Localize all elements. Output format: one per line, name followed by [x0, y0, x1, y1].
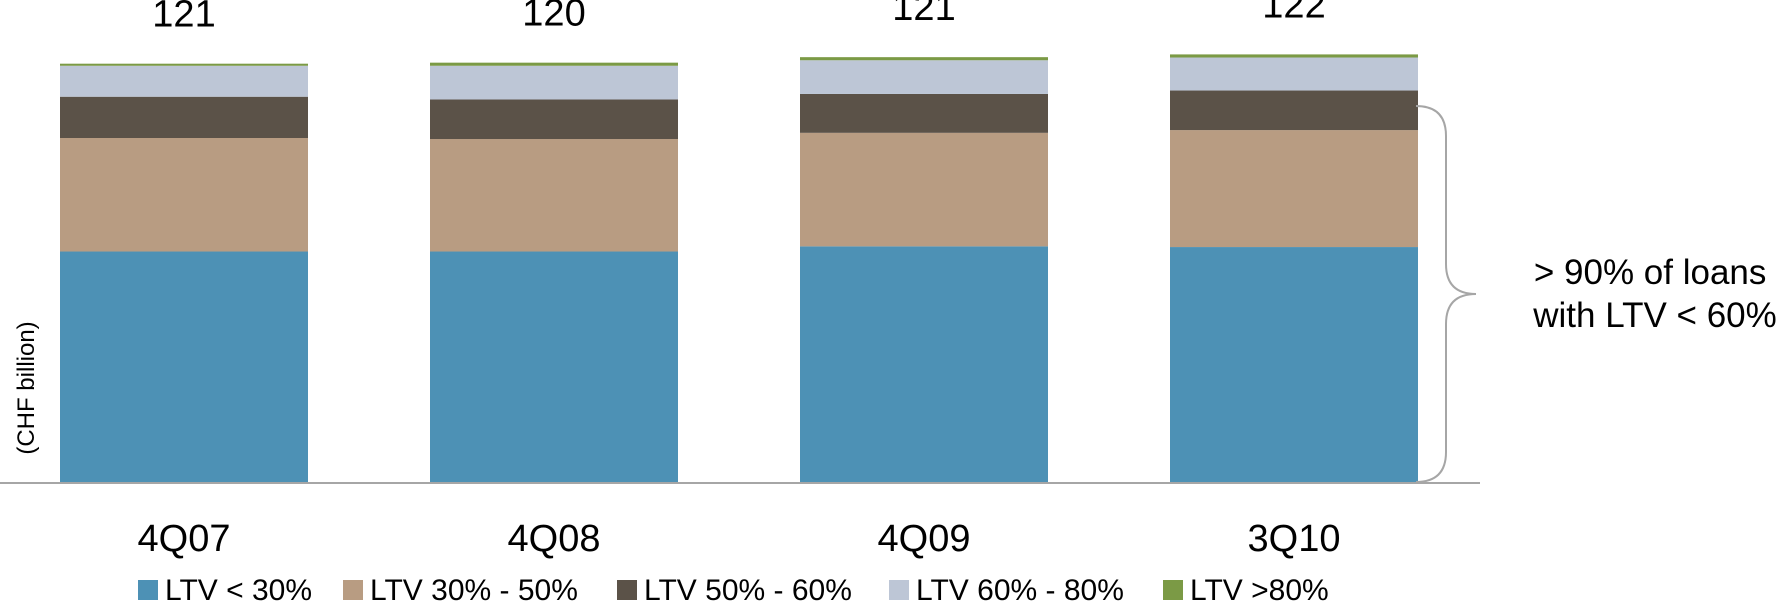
annotation-line-2: with LTV < 60%: [1532, 296, 1777, 335]
bar-segment-4q07-series-4: [60, 65, 308, 97]
bar-segment-4q07-series-1: [60, 251, 308, 482]
unit-label: (CHF billion): [13, 321, 40, 454]
bar-segment-4q08-series-3: [430, 99, 678, 140]
bars-layer: [60, 54, 1418, 482]
category-labels: 4Q07 4Q08 4Q09 3Q10: [138, 518, 1341, 560]
total-label-3q10: 122: [1262, 0, 1325, 26]
bar-segment-3q10-series-1: [1170, 247, 1418, 482]
bar-segment-4q08-series-1: [430, 251, 678, 482]
legend-label-4: LTV 60% - 80%: [916, 574, 1124, 604]
bar-segment-4q09-series-3: [800, 93, 1048, 133]
total-label-4q07: 121: [152, 0, 215, 36]
bar-segment-3q10-series-4: [1170, 57, 1418, 91]
legend-swatch-3: [617, 580, 637, 600]
legend-label-5: LTV >80%: [1190, 574, 1329, 604]
bar-segment-4q09-series-4: [800, 60, 1048, 94]
annotation-brace: [1415, 105, 1477, 483]
bar-segment-3q10-series-3: [1170, 90, 1418, 131]
annotation-line-1: > 90% of loans: [1534, 253, 1767, 292]
bar-segment-4q08-series-4: [430, 65, 678, 100]
bar-segment-4q08-series-5: [430, 62, 678, 66]
bar-segment-4q07-series-5: [60, 63, 308, 66]
total-label-4q09: 121: [892, 0, 955, 29]
bar-segment-4q09-series-1: [800, 246, 1048, 482]
legend-swatch-5: [1163, 580, 1183, 600]
bar-segment-4q09-series-2: [800, 132, 1048, 247]
bar-segment-4q07-series-3: [60, 96, 308, 138]
category-label-4q08: 4Q08: [508, 518, 601, 560]
legend-label-3: LTV 50% - 60%: [644, 574, 852, 604]
legend-swatch-1: [138, 580, 158, 600]
legend: LTV < 30% LTV 30% - 50% LTV 50% - 60% LTV 6…: [138, 574, 1329, 604]
category-label-3q10: 3Q10: [1248, 518, 1341, 560]
bar-segment-4q07-series-2: [60, 138, 308, 252]
legend-swatch-4: [889, 580, 909, 600]
legend-label-2: LTV 30% - 50%: [370, 574, 578, 604]
bar-segment-3q10-series-5: [1170, 54, 1418, 58]
bar-segment-3q10-series-2: [1170, 130, 1418, 248]
legend-swatch-2: [343, 580, 363, 600]
bar-segment-4q09-series-5: [800, 57, 1048, 61]
total-label-4q08: 120: [522, 0, 585, 35]
totals-layer: 121 120 121 122: [152, 0, 1325, 36]
bar-segment-4q08-series-2: [430, 139, 678, 252]
annotation-text: > 90% of loans with LTV < 60%: [1532, 253, 1777, 335]
legend-label-1: LTV < 30%: [165, 574, 312, 604]
category-label-4q07: 4Q07: [138, 518, 231, 560]
category-label-4q09: 4Q09: [878, 518, 971, 560]
